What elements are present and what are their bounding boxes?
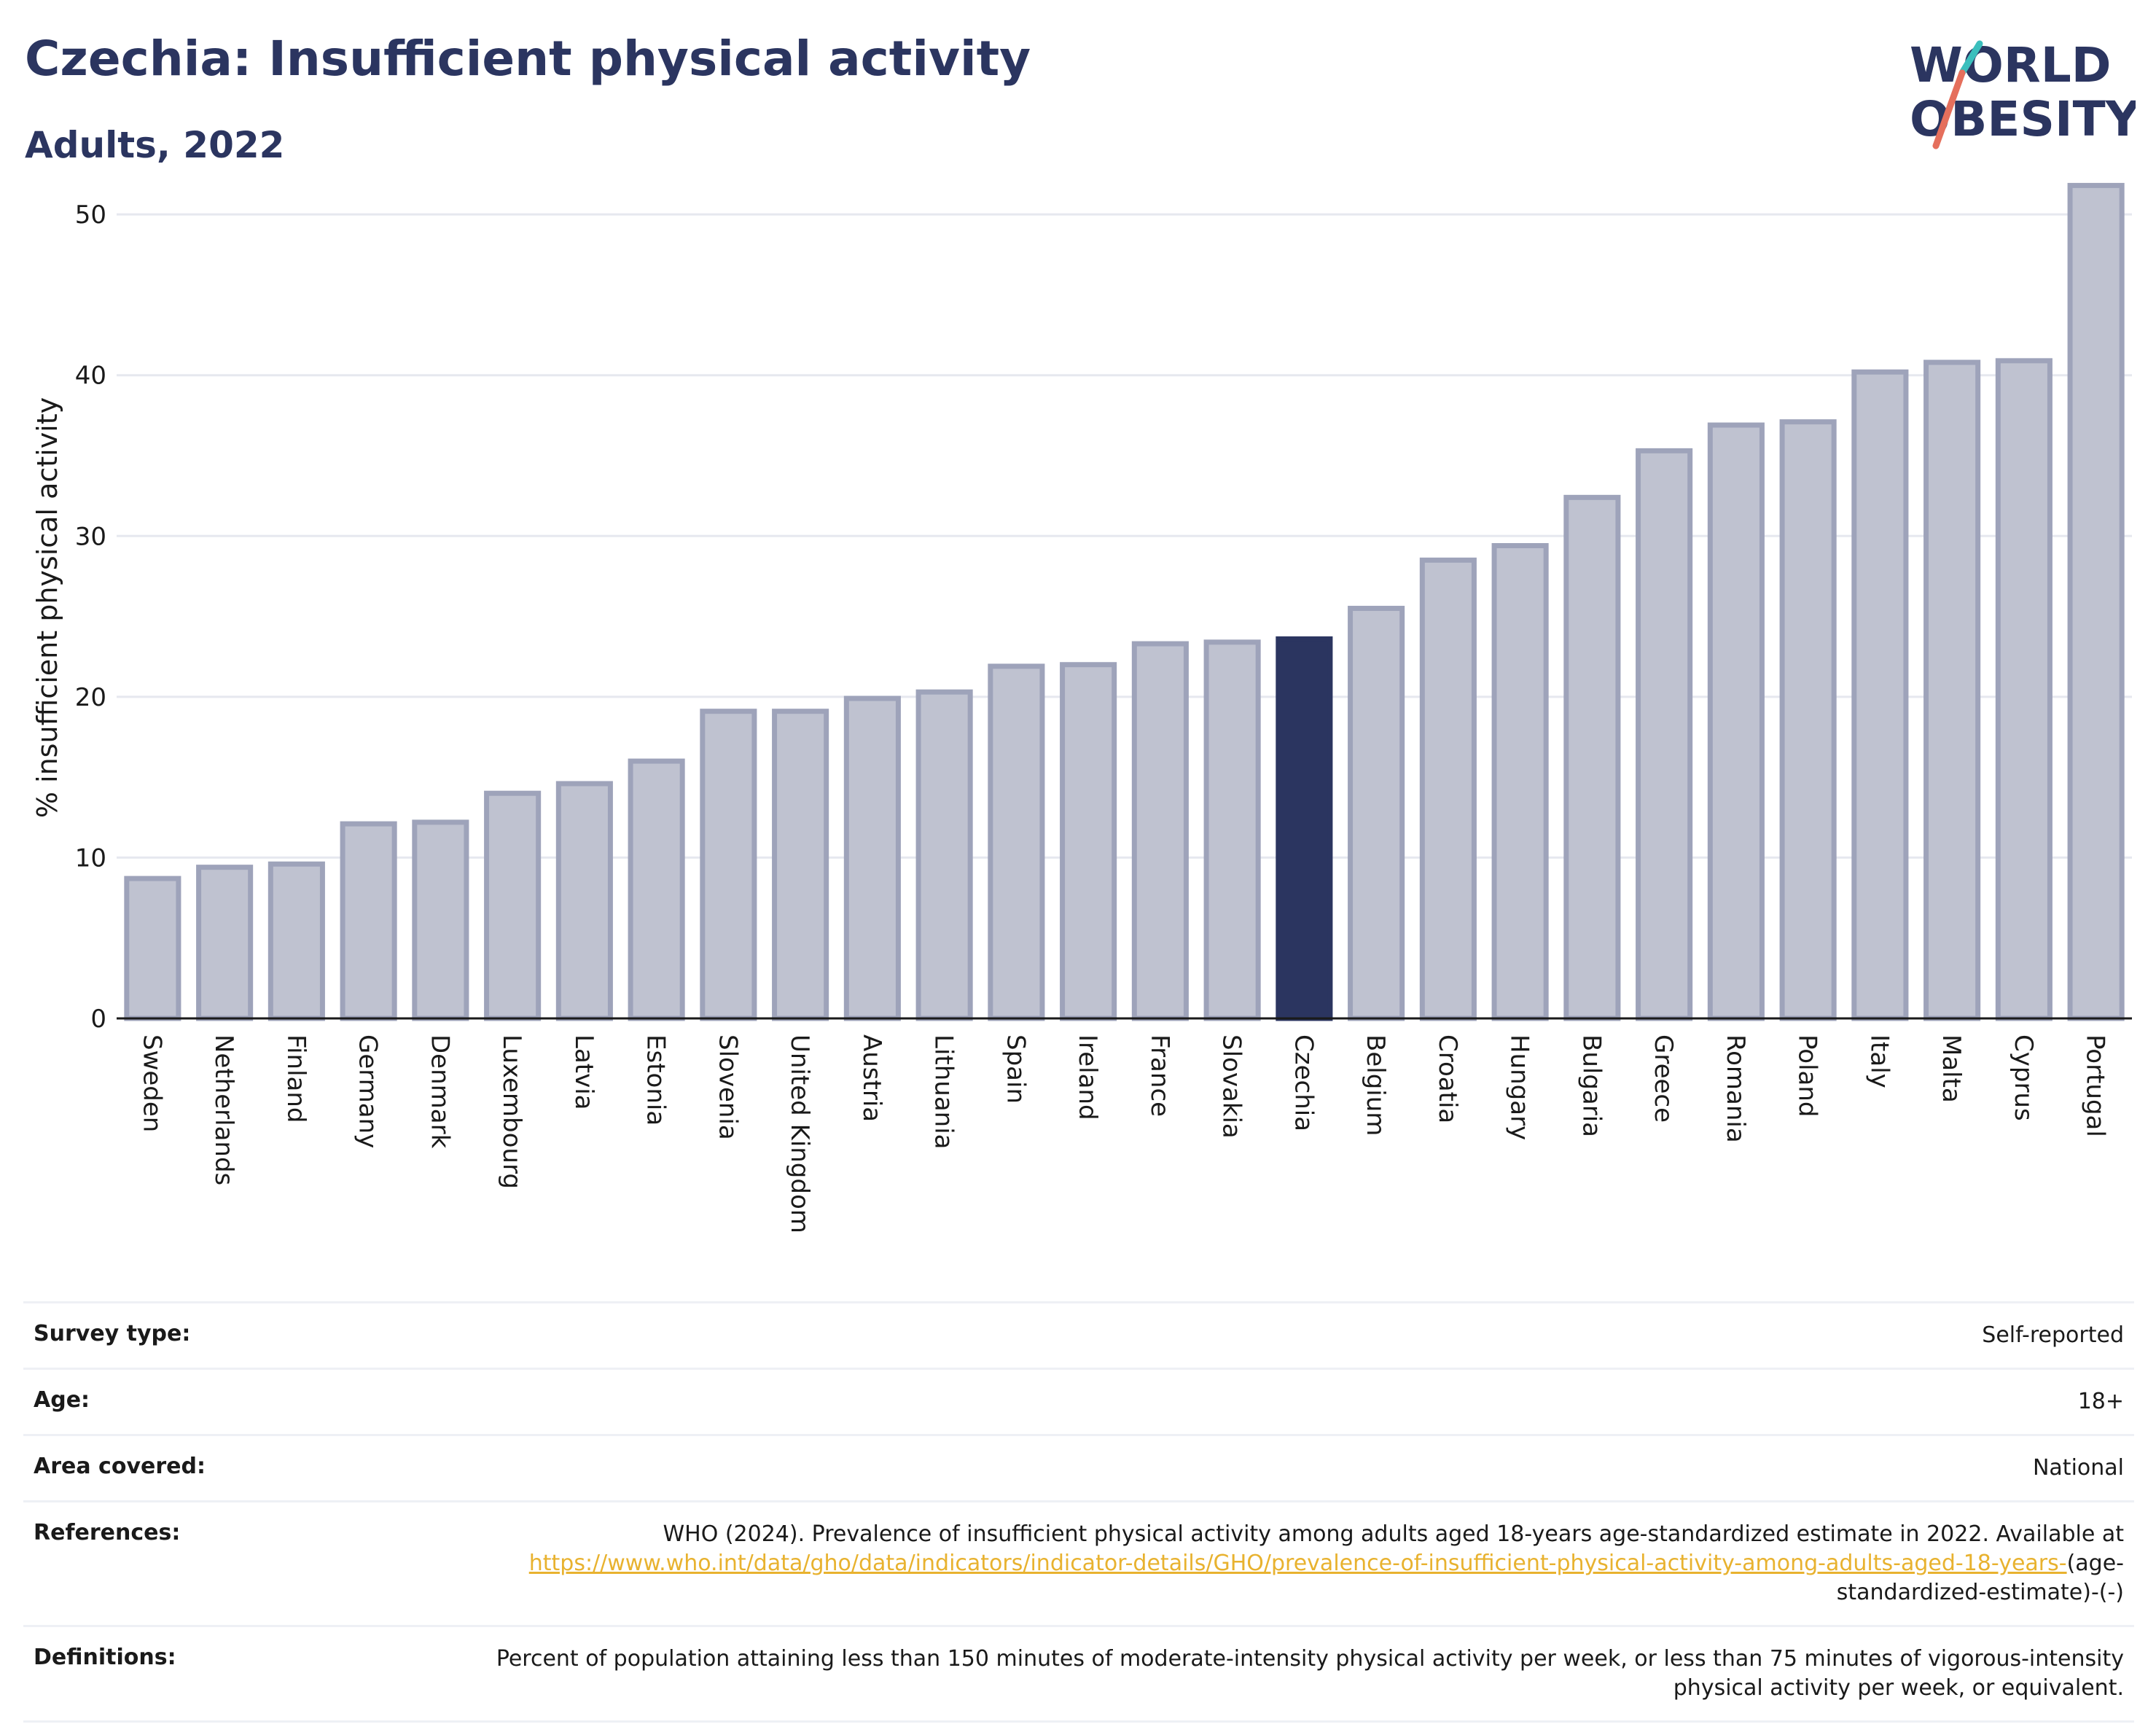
bar-sweden — [124, 876, 181, 1021]
bar-luxembourg — [484, 790, 542, 1021]
logo-slash-teal — [1958, 40, 1983, 77]
bar-belgium — [1348, 606, 1405, 1021]
x-tick-label: Estonia — [641, 1034, 671, 1126]
logo-line1: WORLD — [1910, 37, 2112, 93]
bar-portugal — [2067, 182, 2125, 1021]
x-tick-label: Austria — [857, 1034, 886, 1122]
bar-germany — [340, 821, 397, 1021]
info-table: Survey type: Self-reported Age: 18+ Area… — [23, 1301, 2134, 1723]
x-tick-label: Greece — [1649, 1034, 1678, 1123]
reference-suffix: (age-standardized-estimate)-(-) — [1836, 1551, 2124, 1605]
bar-united-kingdom — [772, 709, 829, 1021]
x-tick-label: Denmark — [425, 1034, 454, 1149]
bar-denmark — [412, 819, 469, 1021]
info-value: Percent of population attaining less tha… — [496, 1646, 2124, 1701]
bar-hungary — [1491, 543, 1549, 1021]
info-row-survey-type: Survey type: Self-reported — [23, 1301, 2134, 1368]
info-row-references: References: WHO (2024). Prevalence of in… — [23, 1500, 2134, 1625]
x-tick-label: Cyprus — [2009, 1034, 2038, 1121]
info-value: WHO (2024). Prevalence of insufficient p… — [413, 1520, 2124, 1607]
x-tick-label: Italy — [1864, 1034, 1894, 1088]
info-label: Area covered: — [34, 1454, 206, 1479]
x-tick-label: Ireland — [1073, 1034, 1102, 1120]
x-tick-label: Romania — [1721, 1034, 1750, 1143]
info-row-area: Area covered: National — [23, 1434, 2134, 1500]
x-tick-label: Latvia — [569, 1034, 598, 1110]
x-tick-label: Germany — [354, 1034, 383, 1148]
y-tick-label: 30 — [75, 522, 106, 551]
bar-france — [1131, 641, 1189, 1021]
bar-netherlands — [196, 865, 254, 1021]
bar-romania — [1707, 422, 1765, 1021]
x-tick-label: Slovakia — [1217, 1034, 1246, 1139]
bar-malta — [1923, 359, 1981, 1021]
bar-latvia — [555, 781, 613, 1021]
reference-text: WHO (2024). Prevalence of insufficient p… — [663, 1521, 2124, 1547]
x-tick-label: Lithuania — [929, 1034, 958, 1149]
page-subtitle: Adults, 2022 — [25, 124, 285, 166]
x-tick-label: United Kingdom — [785, 1034, 814, 1233]
bar-greece — [1636, 448, 1693, 1021]
world-obesity-logo: WORLD OBESITY — [1910, 37, 2136, 149]
y-axis-label: % insufficient physical activity — [31, 397, 63, 818]
bar-spain — [988, 663, 1045, 1021]
bar-chart: 0 10 20 30 40 50 Sweden Netherlands Finland Germ… — [31, 182, 2132, 1233]
x-tick-label: Bulgaria — [1577, 1034, 1606, 1137]
info-row-age: Age: 18+ — [23, 1368, 2134, 1434]
bar-croatia — [1419, 557, 1477, 1021]
page-title: Czechia: Insufficient physical activity — [25, 31, 1031, 87]
info-label: Survey type: — [34, 1321, 191, 1346]
bar-finland — [267, 861, 325, 1021]
bar-cyprus — [1995, 358, 2053, 1021]
x-axis-labels: Sweden Netherlands Finland Germany Denmark Lu… — [137, 1034, 2109, 1233]
bar-estonia — [628, 758, 685, 1021]
x-tick-label: Croatia — [1433, 1034, 1462, 1123]
x-tick-label: Luxembourg — [497, 1034, 526, 1189]
y-tick-label: 0 — [90, 1005, 106, 1034]
reference-link[interactable]: https://www.who.int/data/gho/data/indica… — [528, 1551, 2067, 1576]
bar-ireland — [1060, 662, 1117, 1021]
bars — [124, 182, 2125, 1021]
x-tick-label: Netherlands — [209, 1034, 238, 1185]
x-tick-label: Finland — [281, 1034, 310, 1123]
bar-slovakia — [1203, 639, 1261, 1021]
bar-slovenia — [700, 709, 757, 1021]
info-label: Age: — [34, 1387, 90, 1413]
y-tick-label: 10 — [75, 843, 106, 873]
x-tick-label: Malta — [1937, 1034, 1966, 1103]
info-label: References: — [34, 1520, 181, 1545]
bar-bulgaria — [1563, 494, 1621, 1021]
x-tick-label: Belgium — [1361, 1034, 1390, 1136]
x-tick-label: Portugal — [2081, 1034, 2110, 1137]
info-value: National — [2032, 1455, 2124, 1481]
info-value: 18+ — [2077, 1389, 2124, 1414]
bar-poland — [1779, 419, 1837, 1021]
info-label: Definitions: — [34, 1645, 176, 1670]
bar-lithuania — [915, 689, 973, 1021]
x-tick-label: Spain — [1001, 1034, 1030, 1104]
logo-slash-coral — [1932, 69, 1966, 149]
x-tick-label: Hungary — [1505, 1034, 1534, 1140]
x-tick-label: France — [1145, 1034, 1174, 1117]
x-tick-label: Slovenia — [713, 1034, 742, 1140]
bar-czechia — [1276, 636, 1333, 1021]
info-value: Self-reported — [1982, 1322, 2124, 1348]
y-tick-label: 40 — [75, 362, 106, 391]
bar-italy — [1851, 369, 1909, 1021]
y-axis-ticks: 0 10 20 30 40 50 — [75, 200, 106, 1034]
x-tick-label: Sweden — [137, 1034, 166, 1132]
x-tick-label: Poland — [1793, 1034, 1822, 1118]
x-tick-label: Czechia — [1289, 1034, 1318, 1131]
info-row-definitions: Definitions: Percent of population attai… — [23, 1625, 2134, 1723]
y-tick-label: 20 — [75, 683, 106, 712]
bar-austria — [843, 695, 901, 1021]
y-tick-label: 50 — [75, 200, 106, 230]
